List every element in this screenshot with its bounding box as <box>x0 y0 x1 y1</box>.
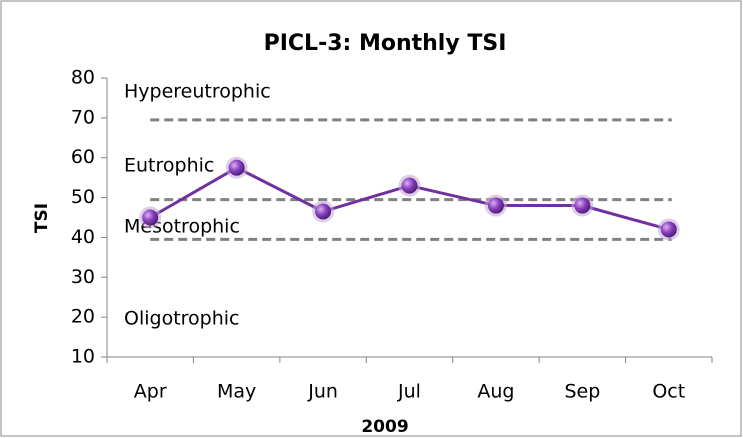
zone-label: Oligotrophic <box>124 308 240 330</box>
x-tick-label: Jun <box>307 381 338 403</box>
x-tick-label: Aug <box>477 381 514 403</box>
point <box>315 203 332 220</box>
y-tick-label: 70 <box>71 106 95 128</box>
y-tick-label: 20 <box>71 306 95 328</box>
point <box>142 209 159 226</box>
y-tick-label: 50 <box>71 186 95 208</box>
point <box>574 197 591 214</box>
x-tick-label: May <box>217 381 256 403</box>
x-tick-label: Jul <box>397 381 421 403</box>
y-axis-label: TSI <box>32 203 52 233</box>
y-tick-label: 10 <box>71 346 95 368</box>
y-tick-label: 80 <box>71 67 95 89</box>
zone-label: Hypereutrophic <box>124 81 271 103</box>
x-tick-label: Sep <box>564 381 600 403</box>
point <box>487 197 504 214</box>
zone-label: Eutrophic <box>124 155 214 177</box>
y-tick-label: 30 <box>71 266 95 288</box>
point <box>401 177 418 194</box>
y-tick-label: 60 <box>71 146 95 168</box>
x-tick-label: Apr <box>134 381 167 403</box>
point <box>660 221 677 238</box>
x-axis-label: 2009 <box>361 417 408 437</box>
y-tick-label: 40 <box>71 226 95 248</box>
chart-title: PICL-3: Monthly TSI <box>264 31 507 56</box>
point <box>228 159 245 176</box>
x-tick-label: Oct <box>652 381 685 403</box>
